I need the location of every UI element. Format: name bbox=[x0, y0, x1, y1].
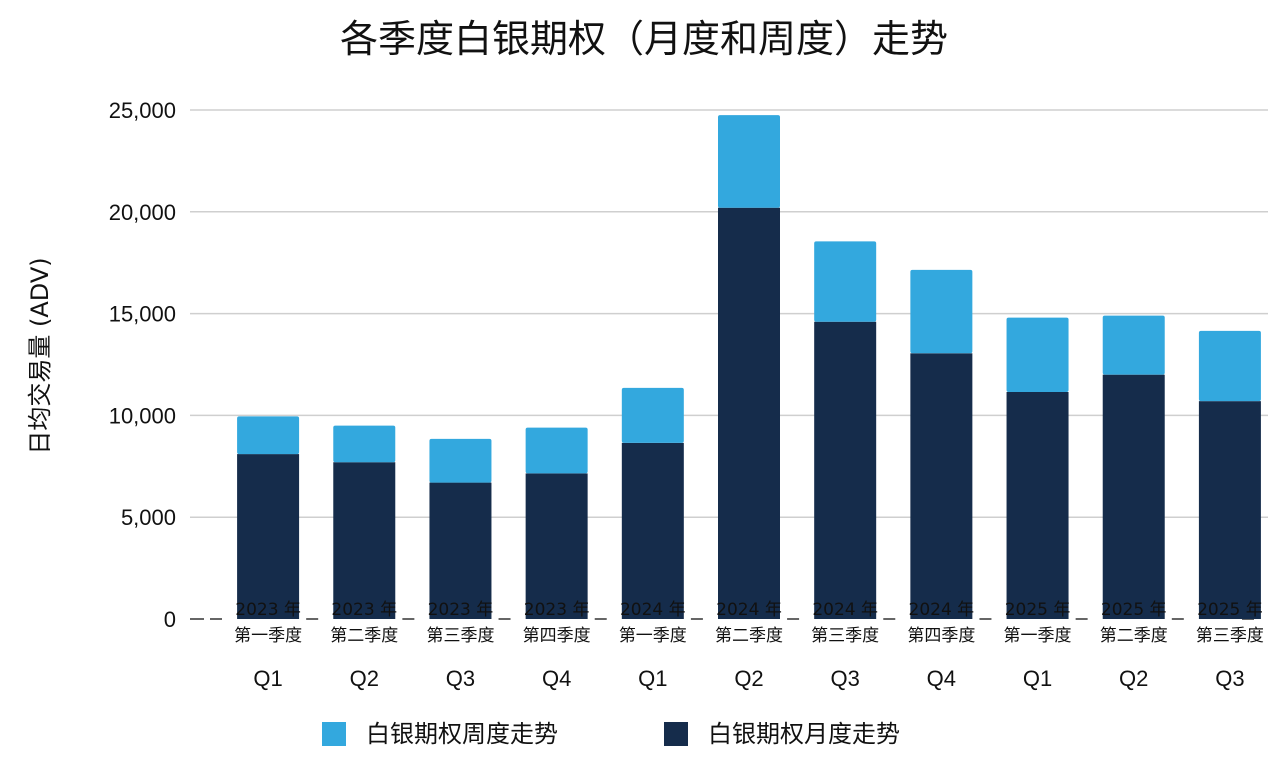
x-tick-year: 2025 年 bbox=[1101, 600, 1167, 620]
x-tick-quarter-cn: 第二季度 bbox=[1100, 626, 1168, 646]
y-axis-ticks: 0 5,000 10,000 15,000 20,000 25,000 bbox=[109, 98, 176, 632]
bar-segment-monthly bbox=[525, 473, 588, 619]
x-tick-quarter: Q1 bbox=[638, 666, 667, 691]
bar-segment-monthly bbox=[1198, 401, 1261, 619]
x-tick-quarter: Q3 bbox=[831, 666, 860, 691]
x-tick-year: 2024 年 bbox=[812, 600, 878, 620]
x-tick-quarter: Q2 bbox=[350, 666, 379, 691]
bar-segment-weekly bbox=[429, 438, 492, 483]
x-tick-quarter-cn: 第三季度 bbox=[1196, 626, 1264, 646]
bar-segment-weekly bbox=[910, 269, 973, 354]
x-tick-quarter-cn: 第一季度 bbox=[619, 626, 687, 646]
x-tick-quarter: Q3 bbox=[446, 666, 475, 691]
bar-segment-weekly bbox=[718, 115, 780, 208]
x-tick-year: 2023 年 bbox=[524, 600, 590, 620]
x-tick-year: 2023 年 bbox=[428, 600, 494, 620]
x-tick-quarter-cn: 第四季度 bbox=[907, 626, 975, 646]
y-tick-label: 0 bbox=[164, 607, 176, 632]
legend-label: 白银期权周度走势 bbox=[366, 720, 558, 748]
bar-segment-monthly bbox=[621, 442, 684, 619]
x-tick-year: 2023 年 bbox=[331, 600, 397, 620]
x-tick-quarter-cn: 第二季度 bbox=[715, 626, 783, 646]
bar-segment-monthly bbox=[910, 353, 973, 619]
x-tick-quarter: Q1 bbox=[1023, 666, 1052, 691]
bar-segment-monthly bbox=[429, 482, 492, 619]
x-tick-year: 2024 年 bbox=[909, 600, 975, 620]
legend: 白银期权周度走势 白银期权月度走势 bbox=[322, 720, 900, 748]
bar-segment-weekly bbox=[333, 425, 396, 463]
x-tick-year: 2025 年 bbox=[1197, 600, 1263, 620]
x-tick-quarter-cn: 第二季度 bbox=[330, 626, 398, 646]
x-tick-year: 2025 年 bbox=[1005, 600, 1071, 620]
x-tick-quarter: Q3 bbox=[1215, 666, 1244, 691]
y-tick-label: 15,000 bbox=[109, 302, 176, 327]
legend-item: 白银期权月度走势 bbox=[664, 720, 900, 748]
x-tick-year: 2024 年 bbox=[716, 600, 782, 620]
x-tick-quarter-cn: 第四季度 bbox=[523, 626, 591, 646]
x-tick-quarter: Q4 bbox=[927, 666, 956, 691]
bar-segment-weekly bbox=[525, 427, 588, 474]
bar-segment-monthly bbox=[237, 454, 300, 619]
legend-item: 白银期权周度走势 bbox=[322, 720, 558, 748]
bar-segment-monthly bbox=[1006, 391, 1069, 619]
y-tick-label: 10,000 bbox=[109, 403, 176, 428]
y-tick-label: 25,000 bbox=[109, 98, 176, 123]
legend-swatch bbox=[664, 722, 688, 746]
bar-segment-weekly bbox=[814, 241, 877, 322]
x-tick-quarter: Q2 bbox=[1119, 666, 1148, 691]
x-tick-year: 2023 年 bbox=[235, 600, 301, 620]
bar-segment-monthly bbox=[333, 462, 396, 619]
legend-swatch bbox=[322, 722, 346, 746]
bar-segment-weekly bbox=[237, 416, 300, 455]
legend-label: 白银期权月度走势 bbox=[708, 720, 900, 748]
bar-segment-monthly bbox=[814, 321, 877, 619]
x-tick-quarter: Q1 bbox=[253, 666, 282, 691]
bar-segment-weekly bbox=[1102, 315, 1165, 375]
x-tick-quarter-cn: 第三季度 bbox=[811, 626, 879, 646]
bar-segment-monthly bbox=[718, 207, 780, 619]
x-tick-year: 2024 年 bbox=[620, 600, 686, 620]
y-tick-label: 20,000 bbox=[109, 200, 176, 225]
bars bbox=[237, 115, 1261, 619]
bar-segment-weekly bbox=[1198, 330, 1261, 402]
x-tick-quarter: Q4 bbox=[542, 666, 571, 691]
x-tick-quarter-cn: 第一季度 bbox=[234, 626, 302, 646]
bar-segment-weekly bbox=[1006, 317, 1069, 392]
y-tick-label: 5,000 bbox=[121, 505, 176, 530]
bar-segment-monthly bbox=[1102, 374, 1165, 619]
x-tick-quarter-cn: 第三季度 bbox=[426, 626, 494, 646]
bar-segment-weekly bbox=[621, 387, 684, 443]
x-tick-quarter: Q2 bbox=[734, 666, 763, 691]
y-axis-title: 日均交易量 (ADV) bbox=[26, 257, 54, 454]
x-tick-quarter-cn: 第一季度 bbox=[1004, 626, 1072, 646]
chart-title: 各季度白银期权（月度和周度）走势 bbox=[340, 17, 948, 61]
